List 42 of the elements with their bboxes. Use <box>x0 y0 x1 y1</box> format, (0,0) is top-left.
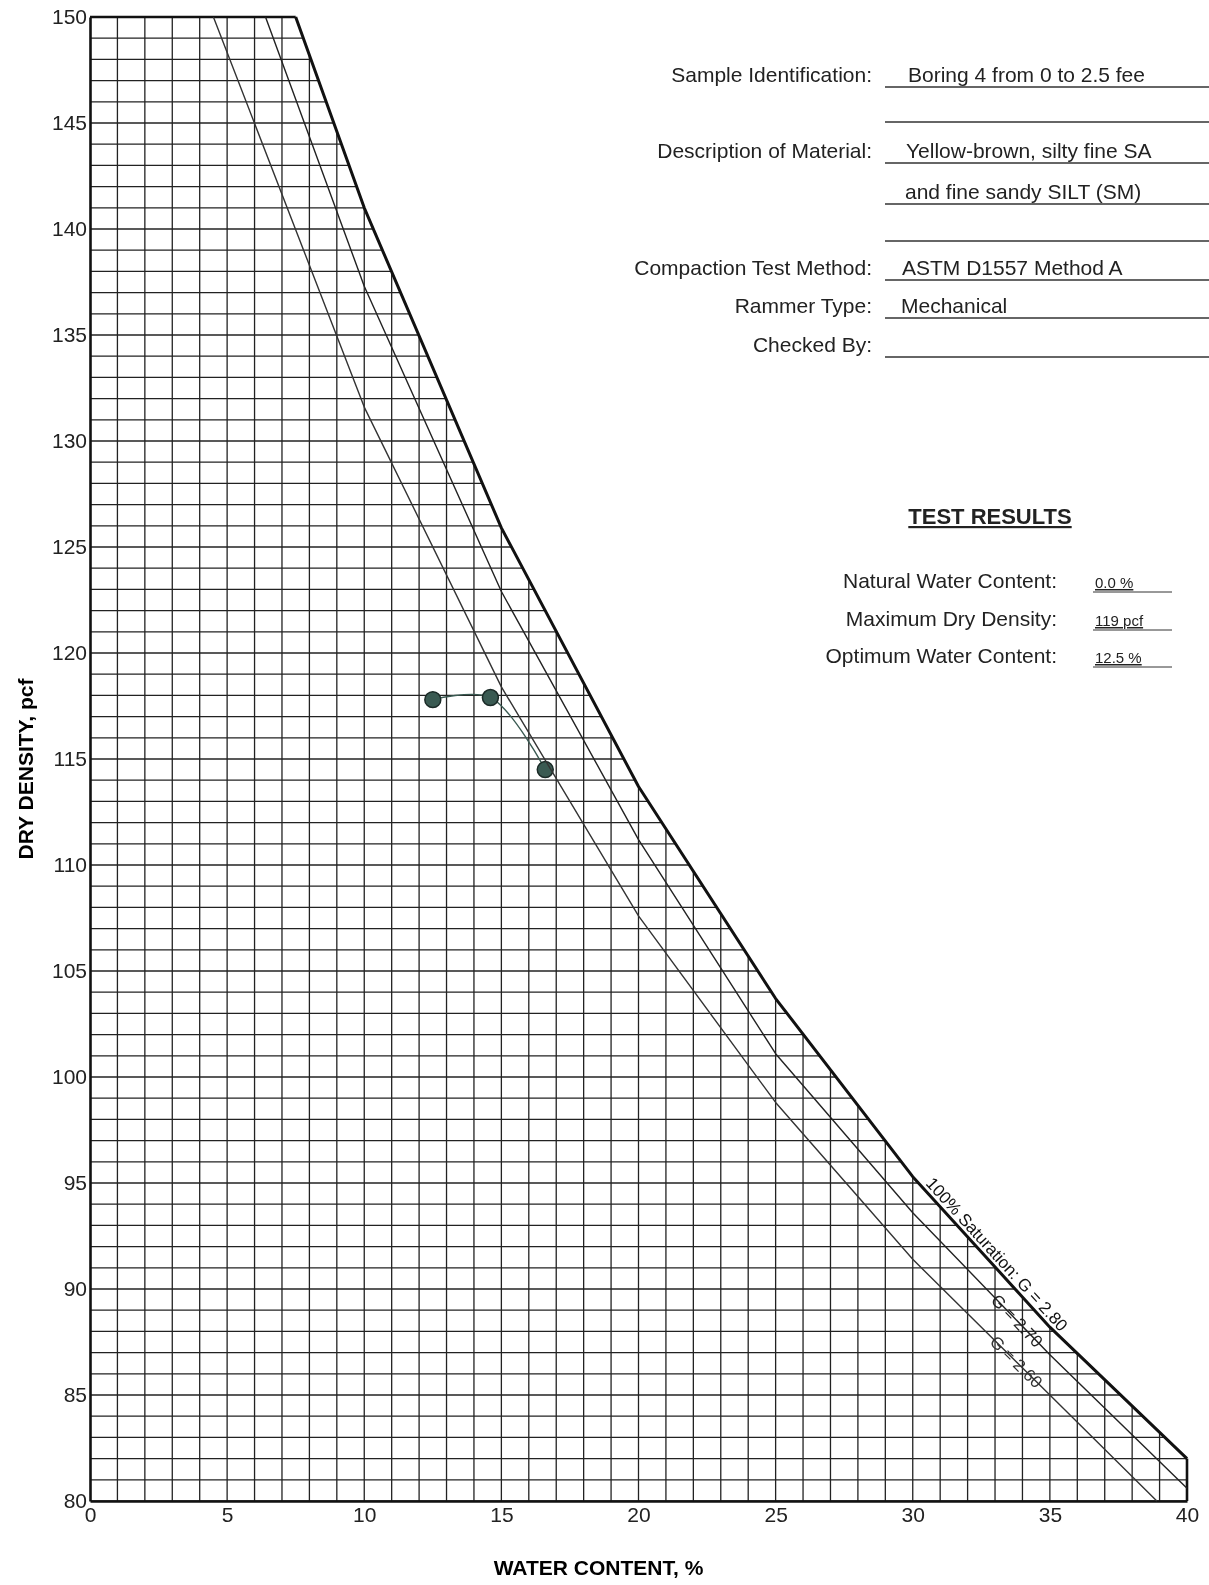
y-tick-label: 90 <box>63 1277 87 1301</box>
y-tick-label: 140 <box>51 217 87 241</box>
annotation: Optimum Water Content: <box>825 644 1057 667</box>
annotation: Maximum Dry Density: <box>845 607 1057 630</box>
x-tick-label: 5 <box>221 1502 234 1526</box>
y-tick-label: 110 <box>53 853 87 877</box>
annotation: 0.0 % <box>1095 574 1134 591</box>
annotation: TEST RESULTS <box>908 504 1072 529</box>
annotation: 119 pcf <box>1095 612 1144 629</box>
y-tick-label: 105 <box>51 959 87 983</box>
y-tick-label: 125 <box>51 535 87 559</box>
annotation: Natural Water Content: <box>843 569 1057 592</box>
y-tick-label: 120 <box>51 641 87 665</box>
y-tick-label: 80 <box>63 1489 87 1513</box>
x-tick-label: 40 <box>1175 1502 1200 1526</box>
annotation: Compaction Test Method: <box>634 256 872 279</box>
y-tick-label: 135 <box>51 323 87 347</box>
annotation: Description of Material: <box>657 139 872 162</box>
y-tick-label: 100 <box>51 1065 87 1089</box>
y-tick-label: 85 <box>63 1383 87 1407</box>
annotation: and fine sandy SILT (SM) <box>905 180 1142 203</box>
x-tick-label: 30 <box>901 1502 925 1526</box>
x-axis-title: WATER CONTENT, % <box>493 1556 704 1579</box>
x-tick-label: 25 <box>764 1502 788 1526</box>
x-tick-label: 35 <box>1038 1502 1063 1526</box>
y-tick-label: 150 <box>51 5 87 29</box>
x-tick-label: 20 <box>627 1502 651 1526</box>
annotation: Checked By: <box>752 333 872 356</box>
annotation: Yellow-brown, silty fine SA <box>906 139 1152 162</box>
y-axis-title: DRY DENSITY, pcf <box>14 677 37 860</box>
y-tick-label: 115 <box>53 747 87 771</box>
annotation: Mechanical <box>901 294 1008 317</box>
y-tick-label: 95 <box>63 1171 87 1195</box>
annotation: Boring 4 from 0 to 2.5 fee <box>908 63 1145 86</box>
annotation: Rammer Type: <box>734 294 872 317</box>
y-tick-label: 145 <box>51 111 87 135</box>
x-tick-label: 15 <box>490 1502 514 1526</box>
annotation: Sample Identification: <box>671 63 872 86</box>
x-tick-label: 10 <box>353 1502 377 1526</box>
annotation: 12.5 % <box>1095 649 1142 666</box>
annotation: ASTM D1557 Method A <box>902 256 1123 279</box>
y-tick-label: 130 <box>51 429 87 453</box>
